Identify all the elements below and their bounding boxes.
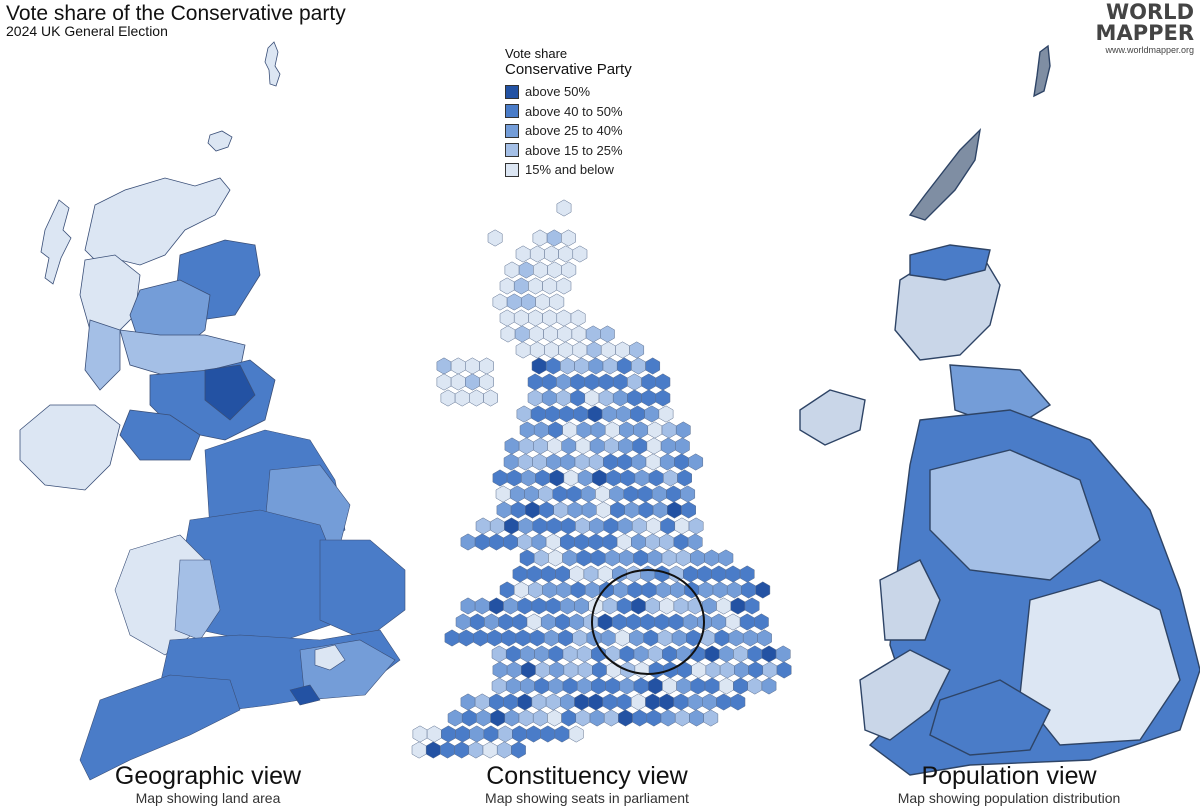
dorset-high xyxy=(289,684,321,706)
constituency-hex xyxy=(677,469,692,487)
south-coast-blob xyxy=(929,679,1051,756)
dumfries xyxy=(119,409,201,461)
geographic-view-title: Geographic view xyxy=(114,762,302,790)
logo-line-1: WORLD xyxy=(1106,0,1194,24)
constituency-hex xyxy=(556,199,572,217)
east-anglia xyxy=(319,539,406,641)
central-belt xyxy=(119,329,246,381)
constituency-hex xyxy=(761,677,777,695)
constituency-hex xyxy=(730,693,746,711)
constituency-hex xyxy=(688,453,704,471)
constituency-hex xyxy=(572,245,588,263)
constituency-hex xyxy=(755,581,771,599)
legend-item-40-50: above 40 to 50% xyxy=(505,102,632,122)
constituency-hex xyxy=(561,261,577,279)
constituency-hex xyxy=(549,293,565,311)
legend: Vote share Conservative Party above 50% … xyxy=(505,46,632,180)
constituency-hex xyxy=(629,341,645,359)
scotland-north-blob xyxy=(909,244,991,281)
map-title: Vote share of the Conservative party xyxy=(6,2,346,25)
highland-tendrils xyxy=(908,127,982,221)
legend-label: above 50% xyxy=(525,84,591,100)
constituency-hex xyxy=(570,309,586,327)
northern-ireland-region xyxy=(19,404,121,491)
constituency-view-subtitle: Map showing seats in parliament xyxy=(485,790,689,806)
constituency-hex xyxy=(487,229,503,247)
london-area xyxy=(314,644,346,671)
legend-label: 15% and below xyxy=(525,162,614,178)
legend-title-line-2: Conservative Party xyxy=(505,61,632,78)
legend-label: above 40 to 50% xyxy=(525,103,623,119)
ni-blob xyxy=(799,389,866,446)
legend-item-above-50: above 50% xyxy=(505,82,632,102)
constituency-hex xyxy=(658,405,674,423)
outer-hebrides xyxy=(40,199,72,285)
wales-blob xyxy=(879,559,941,641)
constituency-view-title: Constituency view xyxy=(486,762,688,790)
population-view-subtitle: Map showing population distribution xyxy=(897,790,1121,806)
constituency-hex xyxy=(675,437,690,455)
population-view-title: Population view xyxy=(921,762,1097,790)
london-region-outline xyxy=(591,569,705,675)
constituency-hex xyxy=(681,501,696,519)
legend-swatch xyxy=(505,104,519,119)
constituency-hex xyxy=(655,389,671,407)
constituency-hex xyxy=(655,373,671,391)
legend-swatch xyxy=(505,84,519,99)
legend-swatch xyxy=(505,123,519,138)
constituency-hex xyxy=(739,565,755,583)
constituency-hex xyxy=(680,485,696,503)
legend-label: above 25 to 40% xyxy=(525,123,623,139)
shetland-islands xyxy=(264,41,281,87)
highlands-west xyxy=(79,254,141,336)
south-west-blob xyxy=(859,649,951,741)
constituency-hex xyxy=(775,645,791,663)
constituency-hex xyxy=(511,741,526,759)
south-west xyxy=(79,674,241,781)
constituency-hex xyxy=(645,357,661,375)
legend-item-25-40: above 25 to 40% xyxy=(505,121,632,141)
constituency-hex xyxy=(675,421,691,439)
argyll xyxy=(84,319,121,391)
worldmapper-logo: WORLD MAPPER www.worldmapper.org xyxy=(1082,0,1194,56)
constituency-hex xyxy=(561,229,576,247)
constituency-hex xyxy=(687,533,703,551)
logo-line-2: MAPPER xyxy=(1095,21,1194,45)
constituency-hex xyxy=(776,661,792,679)
constituency-hex xyxy=(556,277,572,295)
constituency-hex xyxy=(483,389,498,407)
constituency-hex xyxy=(703,709,719,727)
constituency-hex xyxy=(688,517,704,535)
legend-label: above 15 to 25% xyxy=(525,142,623,158)
legend-swatch xyxy=(505,143,519,158)
northern-ireland xyxy=(19,404,121,491)
scotland-region xyxy=(40,41,281,461)
legend-swatch xyxy=(505,162,519,177)
constituency-hex xyxy=(479,373,494,391)
constituency-hex xyxy=(757,629,772,647)
logo-url: www.worldmapper.org xyxy=(1105,45,1194,55)
shetland-stretch xyxy=(1033,44,1051,98)
england-region xyxy=(79,429,406,781)
borders-high xyxy=(204,364,256,421)
legend-title-line-1: Vote share xyxy=(505,46,568,61)
legend-item-15-25: above 15 to 25% xyxy=(505,141,632,161)
geographic-view-subtitle: Map showing land area xyxy=(135,790,281,806)
orkney-islands xyxy=(207,130,233,152)
constituency-hex xyxy=(479,357,494,375)
wales-east xyxy=(174,559,221,641)
constituency-hex xyxy=(744,597,760,615)
constituency-hex xyxy=(568,725,584,743)
constituency-hex xyxy=(600,325,615,343)
constituency-hex xyxy=(754,613,769,631)
constituency-hex xyxy=(718,549,734,567)
map-subtitle: 2024 UK General Election xyxy=(6,23,168,39)
midlands-blob xyxy=(929,449,1101,581)
legend-item-15-below: 15% and below xyxy=(505,160,632,180)
